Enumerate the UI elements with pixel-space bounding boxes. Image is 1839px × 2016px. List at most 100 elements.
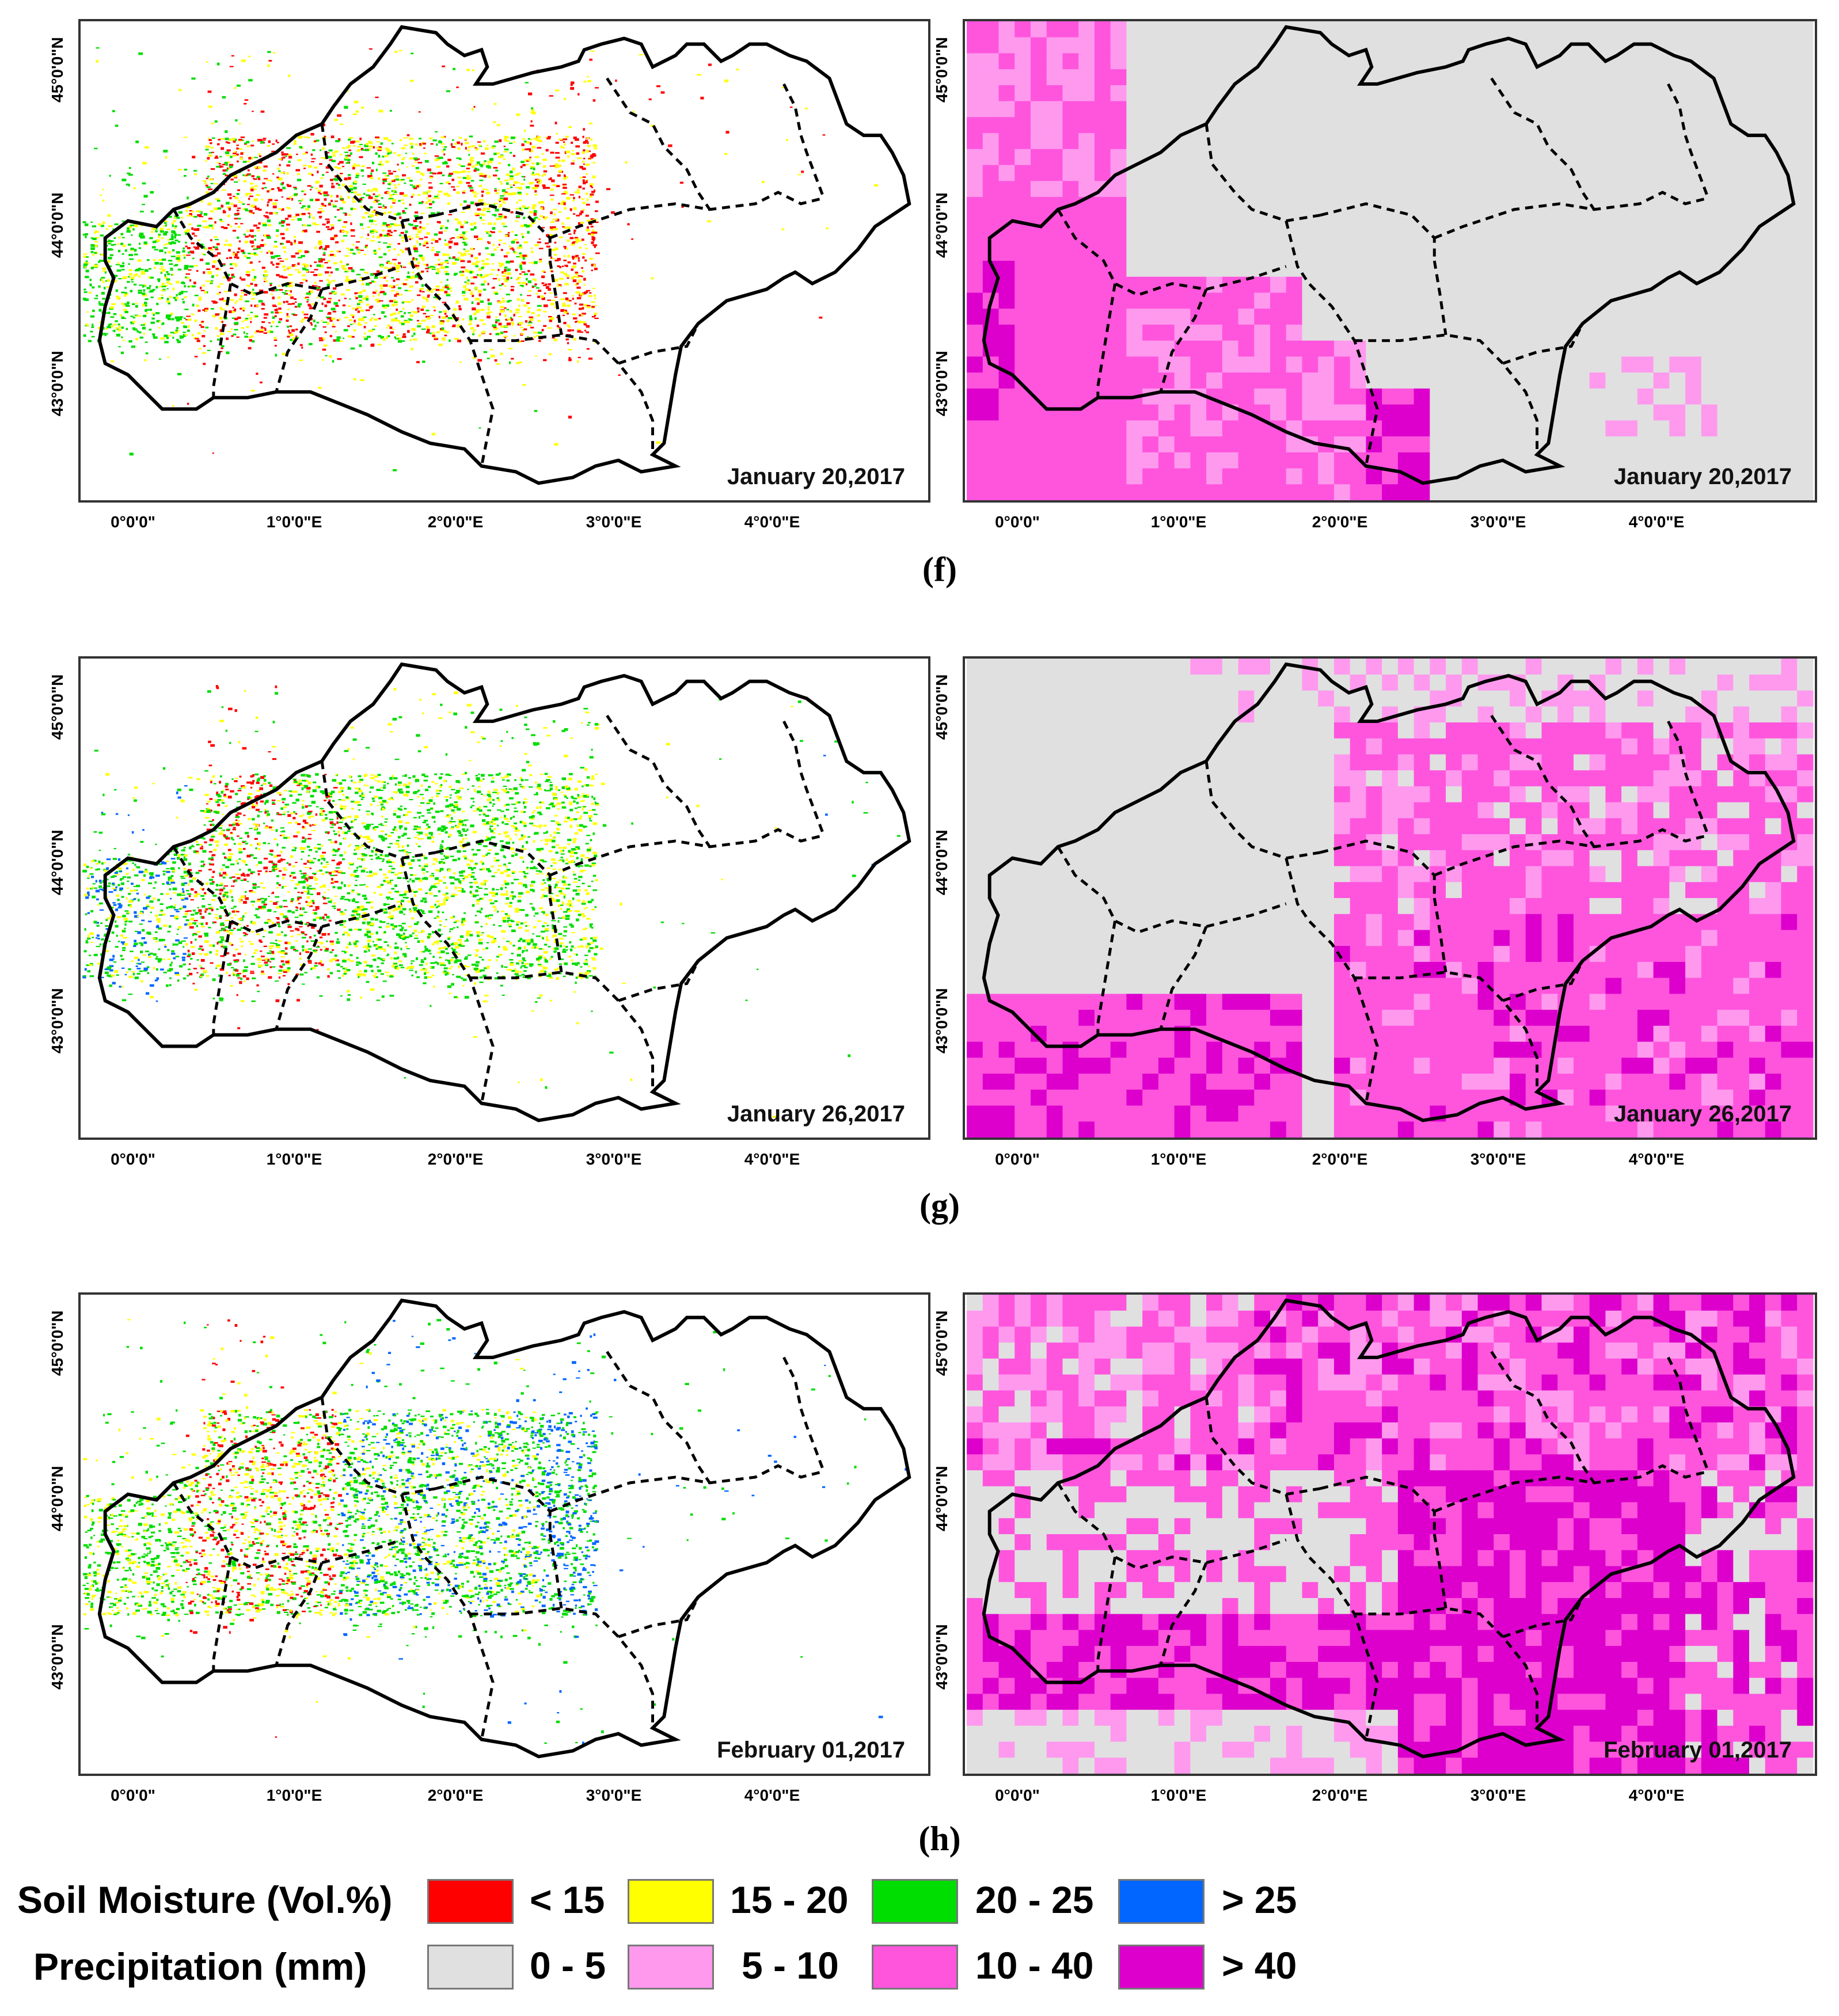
longitude-label: 2°0'0"E [427, 1150, 484, 1168]
department-boundary [606, 714, 711, 848]
longitude-label: 2°0'0"E [1312, 1786, 1368, 1804]
soil-label-3: 20 - 25 [975, 1878, 1094, 1921]
panel-letter-h: (h) [918, 1820, 961, 1858]
precipitation-grid [967, 21, 1814, 500]
latitude-label: 44°0'0"N [48, 830, 66, 895]
precip-swatch-4 [1118, 1945, 1205, 1990]
department-boundary [618, 1596, 700, 1638]
longitude-label: 2°0'0"E [1312, 513, 1368, 531]
precip-label-3: 10 - 40 [975, 1944, 1094, 1987]
region-outline [982, 662, 1796, 1123]
longitude-label: 3°0'0"E [586, 513, 642, 531]
region-outline [97, 1298, 911, 1759]
department-boundary [548, 1534, 563, 1609]
latitude-label: 45°0'0"N [933, 674, 951, 740]
department-boundary [1320, 839, 1436, 898]
department-boundary [548, 897, 563, 973]
department-boundary [1320, 202, 1436, 261]
precip-map-canvas-h [967, 1295, 1814, 1774]
department-boundary [1667, 83, 1710, 199]
region-outline [982, 25, 1796, 485]
soil-moisture-map-g: January 26,2017 [78, 656, 930, 1140]
department-boundary [320, 760, 436, 860]
longitude-label: 0°0'0" [111, 513, 155, 531]
department-boundary [548, 260, 563, 336]
department-boundary [435, 202, 552, 261]
department-boundary [1354, 333, 1539, 455]
panel-letter-f: (f) [922, 550, 957, 588]
soil-map-canvas-h [82, 1298, 911, 1759]
department-boundary [212, 283, 233, 398]
precip-swatch-3 [872, 1945, 958, 1990]
longitude-label: 0°0'0" [111, 1786, 155, 1804]
soil-swatch-1 [427, 1879, 514, 1924]
soil-map-canvas-g [82, 662, 911, 1123]
map-date-label: January 20,2017 [727, 464, 905, 489]
latitude-label: 43°0'0"N [48, 351, 66, 416]
department-boundary [1159, 1562, 1208, 1666]
soil-moisture-pixels [82, 1319, 907, 1745]
department-boundary [1502, 322, 1584, 365]
soil-moisture-pixels [82, 47, 879, 471]
department-boundary [1057, 1482, 1287, 1570]
longitude-label: 4°0'0"E [1628, 513, 1685, 531]
department-boundary [1159, 926, 1208, 1030]
department-boundary [1096, 1557, 1117, 1671]
department-boundary [400, 220, 495, 467]
precipitation-map-g: January 26,2017 [963, 656, 1817, 1140]
soil-legend-title: Soil Moisture (Vol.%) [17, 1878, 393, 1921]
region-outline [97, 25, 911, 485]
latitude-label: 44°0'0"N [933, 1466, 951, 1531]
latitude-label: 43°0'0"N [933, 988, 951, 1053]
department-boundary [320, 123, 436, 223]
map-date-label: February 01,2017 [1604, 1737, 1792, 1763]
soil-moisture-map-h: February 01,2017 [78, 1292, 930, 1776]
soil-map-canvas-f [82, 25, 911, 485]
map-date-label: January 20,2017 [1613, 464, 1792, 489]
department-boundary [782, 720, 825, 836]
department-boundary [1667, 720, 1710, 836]
longitude-label: 2°0'0"E [427, 513, 484, 531]
department-boundary [435, 839, 552, 898]
department-boundary [1490, 1351, 1595, 1484]
department-boundary [549, 191, 824, 239]
department-boundary [1285, 858, 1379, 1104]
longitude-label: 0°0'0" [995, 1786, 1040, 1804]
precip-map-canvas-g [967, 659, 1814, 1138]
department-boundary [470, 971, 654, 1092]
department-boundary [606, 77, 711, 211]
department-boundary [1354, 1607, 1539, 1728]
department-boundary [1285, 1494, 1379, 1740]
precip-label-2: 5 - 10 [742, 1944, 839, 1987]
longitude-label: 1°0'0"E [1150, 513, 1207, 531]
latitude-label: 43°0'0"N [48, 988, 66, 1053]
department-boundary [618, 322, 700, 365]
panel-letter-g: (g) [920, 1186, 960, 1224]
precip-map-canvas-f [967, 21, 1814, 500]
department-boundary [172, 846, 402, 934]
precipitation-map-f: January 20,2017 [963, 19, 1817, 503]
precip-label-1: 0 - 5 [530, 1944, 606, 1987]
map-date-label: February 01,2017 [717, 1737, 905, 1763]
department-boundary [275, 926, 324, 1030]
department-boundary [1159, 288, 1208, 393]
latitude-label: 45°0'0"N [933, 1310, 951, 1376]
longitude-label: 0°0'0" [995, 1150, 1040, 1168]
longitude-label: 1°0'0"E [1150, 1150, 1207, 1168]
department-boundary [1057, 208, 1287, 297]
department-boundary [435, 1475, 552, 1534]
department-boundary [400, 1494, 495, 1740]
latitude-label: 44°0'0"N [48, 1466, 66, 1531]
longitude-label: 1°0'0"E [266, 1150, 322, 1168]
department-boundary [606, 1351, 711, 1484]
latitude-label: 45°0'0"N [48, 674, 66, 740]
department-boundary [1285, 220, 1379, 467]
latitude-label: 43°0'0"N [48, 1624, 66, 1690]
department-boundary [549, 828, 824, 877]
map-date-label: January 26,2017 [727, 1101, 905, 1127]
department-boundary [470, 333, 654, 455]
precip-swatch-2 [628, 1945, 714, 1990]
latitude-label: 44°0'0"N [48, 192, 66, 258]
longitude-label: 4°0'0"E [744, 1786, 800, 1804]
longitude-label: 4°0'0"E [1628, 1150, 1685, 1168]
